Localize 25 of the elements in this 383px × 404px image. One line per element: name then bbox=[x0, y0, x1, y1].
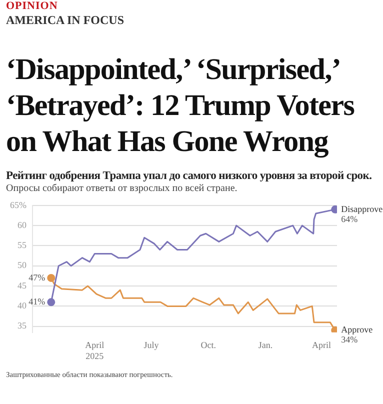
x-tick-label: July bbox=[144, 340, 160, 350]
x-tick-label: April bbox=[312, 340, 332, 350]
x-tick-label: Oct. bbox=[200, 340, 216, 350]
chart-title: Рейтинг одобрения Трампа упал до самого низкого уровня за второй срок. bbox=[6, 170, 373, 182]
series-label: Disapprove bbox=[341, 204, 383, 214]
point bbox=[47, 274, 56, 282]
text: ‘Disappointed,’ ‘Surprised,’ ‘Betrayed’: 12 Trump Voters on What Has Gone Wrong bbox=[6, 52, 356, 160]
annotation: 47% bbox=[28, 272, 46, 282]
y-tick-label: 55 bbox=[17, 240, 27, 250]
y-tick-label: 50 bbox=[17, 260, 27, 270]
y-tick-label: 60 bbox=[17, 220, 27, 230]
annotation: 64% bbox=[341, 214, 358, 224]
y-tick-label: 45 bbox=[17, 280, 27, 290]
text: OPINION bbox=[6, 0, 59, 12]
y-tick-label: 35 bbox=[17, 320, 27, 331]
series-label: Approve bbox=[341, 324, 373, 335]
x-tick-label: Jan. bbox=[258, 340, 273, 350]
chart-subtitle: Опросы собирают ответы от взрослых по всей стране. bbox=[6, 183, 238, 194]
y-tick-label: 65% bbox=[10, 200, 27, 210]
point bbox=[47, 298, 56, 306]
text: AMERICA IN FOCUS bbox=[6, 13, 126, 28]
annotation: 34% bbox=[341, 334, 358, 345]
x-tick-label: April 2025 bbox=[85, 340, 105, 361]
y-tick-label: 40 bbox=[17, 300, 27, 311]
annotation: 41% bbox=[28, 296, 46, 307]
